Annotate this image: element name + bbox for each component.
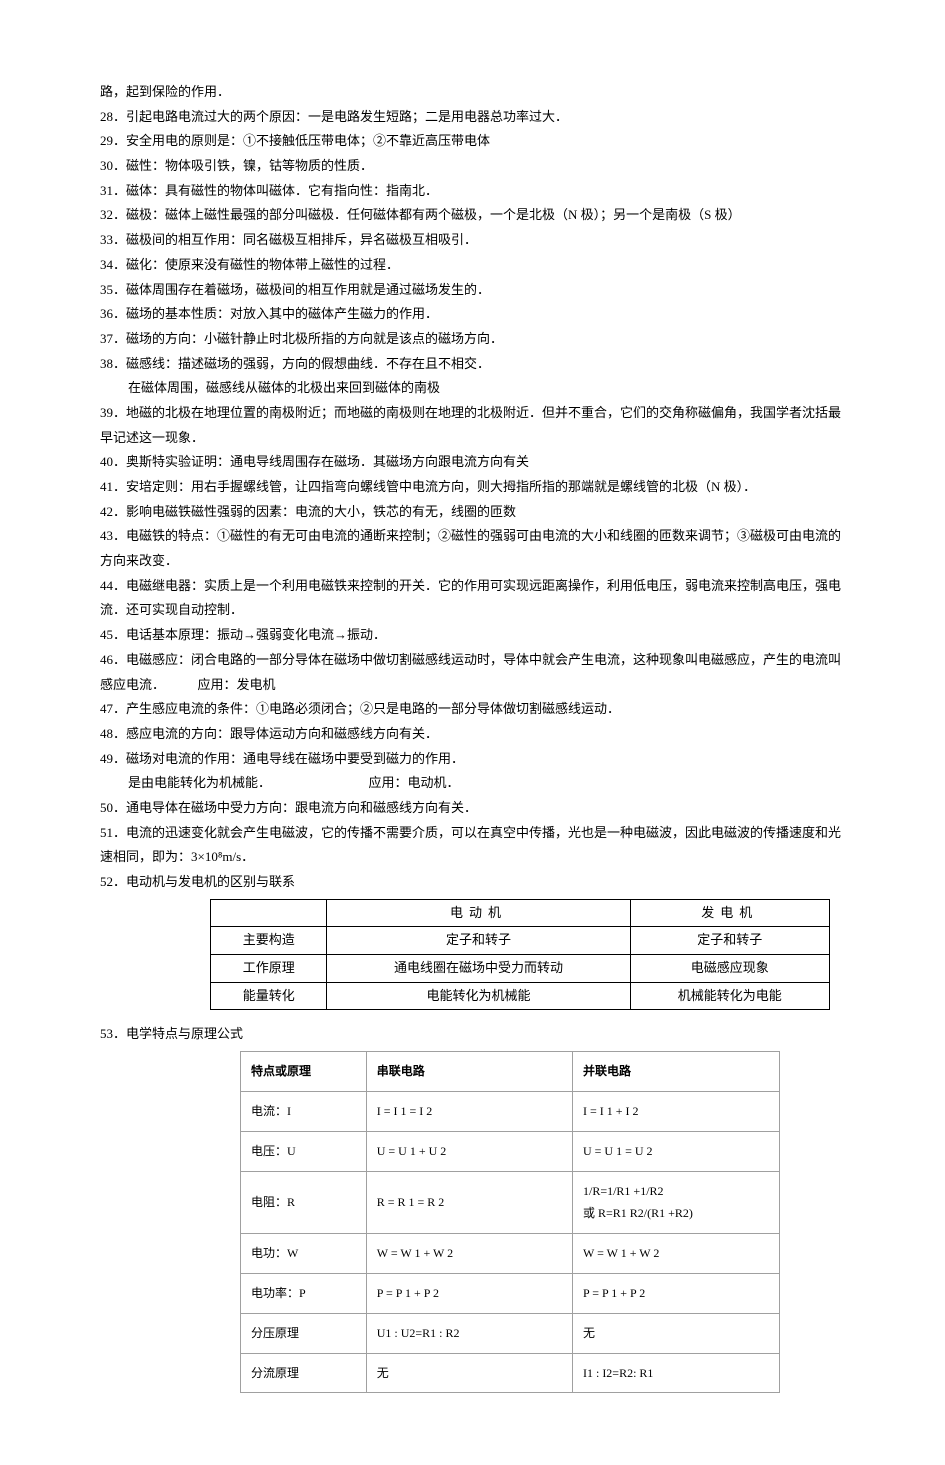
table-row: 主要构造 定子和转子 定子和转子 (211, 927, 830, 955)
line-34: 34．磁化：使原来没有磁性的物体带上磁性的过程． (100, 253, 845, 278)
cell-value: 电能转化为机械能 (327, 982, 630, 1010)
line-38b: 在磁体周围，磁感线从磁体的北极出来回到磁体的南极 (100, 376, 845, 401)
cell-label: 主要构造 (211, 927, 327, 955)
line-46: 46．电磁感应：闭合电路的一部分导体在磁场中做切割磁感线运动时，导体中就会产生电… (100, 648, 845, 697)
cell-value: P = P 1 + P 2 (366, 1273, 572, 1313)
line-53: 53．电学特点与原理公式 (100, 1022, 845, 1047)
cell-label: 能量转化 (211, 982, 327, 1010)
line-41: 41．安培定则：用右手握螺线管，让四指弯向螺线管中电流方向，则大拇指所指的那端就… (100, 475, 845, 500)
cell-label: 工作原理 (211, 955, 327, 983)
cell-value: 无 (366, 1353, 572, 1393)
cell-value: U = U 1 = U 2 (572, 1131, 779, 1171)
cell-motor-header: 电动机 (327, 899, 630, 927)
line-51: 51．电流的迅速变化就会产生电磁波，它的传播不需要介质，可以在真空中传播，光也是… (100, 821, 845, 870)
line-27b: 路，起到保险的作用． (100, 80, 845, 105)
cell-label: 电压：U (241, 1131, 367, 1171)
line-36: 36．磁场的基本性质：对放入其中的磁体产生磁力的作用． (100, 302, 845, 327)
cell-value: R = R 1 = R 2 (366, 1171, 572, 1234)
cell-label: 分流原理 (241, 1353, 367, 1393)
table-row: 电阻：R R = R 1 = R 2 1/R=1/R1 +1/R2或 R=R1 … (241, 1171, 780, 1234)
cell-value: I1 : I2=R2: R1 (572, 1353, 779, 1393)
cell-value: U = U 1 + U 2 (366, 1131, 572, 1171)
cell-value: U1 : U2=R1 : R2 (366, 1313, 572, 1353)
line-45: 45．电话基本原理：振动→强弱变化电流→振动． (100, 623, 845, 648)
table-row: 分压原理 U1 : U2=R1 : R2 无 (241, 1313, 780, 1353)
cell-value: 1/R=1/R1 +1/R2或 R=R1 R2/(R1 +R2) (572, 1171, 779, 1234)
line-47: 47．产生感应电流的条件：①电路必须闭合；②只是电路的一部分导体做切割磁感线运动… (100, 697, 845, 722)
cell-value: 电磁感应现象 (630, 955, 829, 983)
cell-header: 特点或原理 (241, 1052, 367, 1092)
line-35: 35．磁体周围存在着磁场，磁极间的相互作用就是通过磁场发生的． (100, 278, 845, 303)
cell-value: 机械能转化为电能 (630, 982, 829, 1010)
table-row: 电动机 发电机 (211, 899, 830, 927)
table-row: 电功率：P P = P 1 + P 2 P = P 1 + P 2 (241, 1273, 780, 1313)
line-52: 52．电动机与发电机的区别与联系 (100, 870, 845, 895)
line-40: 40．奥斯特实验证明：通电导线周围存在磁场．其磁场方向跟电流方向有关 (100, 450, 845, 475)
motor-generator-table: 电动机 发电机 主要构造 定子和转子 定子和转子 工作原理 通电线圈在磁场中受力… (210, 899, 830, 1011)
cell-value: W = W 1 + W 2 (572, 1234, 779, 1274)
line-33: 33．磁极间的相互作用：同名磁极互相排斥，异名磁极互相吸引． (100, 228, 845, 253)
line-43: 43．电磁铁的特点：①磁性的有无可由电流的通断来控制；②磁性的强弱可由电流的大小… (100, 524, 845, 573)
cell-label: 电功率：P (241, 1273, 367, 1313)
cell-label: 电功：W (241, 1234, 367, 1274)
line-32: 32．磁极：磁体上磁性最强的部分叫磁极．任何磁体都有两个磁极，一个是北极（N 极… (100, 203, 845, 228)
line-28: 28．引起电路电流过大的两个原因：一是电路发生短路；二是用电器总功率过大． (100, 105, 845, 130)
line-50: 50．通电导体在磁场中受力方向：跟电流方向和磁感线方向有关． (100, 796, 845, 821)
cell-blank (211, 899, 327, 927)
table-row: 电流：I I = I 1 = I 2 I = I 1 + I 2 (241, 1091, 780, 1131)
cell-label: 分压原理 (241, 1313, 367, 1353)
line-44: 44．电磁继电器：实质上是一个利用电磁铁来控制的开关．它的作用可实现远距离操作，… (100, 574, 845, 623)
cell-value: 无 (572, 1313, 779, 1353)
cell-value: 定子和转子 (327, 927, 630, 955)
line-38: 38．磁感线：描述磁场的强弱，方向的假想曲线．不存在且不相交． (100, 352, 845, 377)
table-row: 电功：W W = W 1 + W 2 W = W 1 + W 2 (241, 1234, 780, 1274)
line-39: 39．地磁的北极在地理位置的南极附近；而地磁的南极则在地理的北极附近．但并不重合… (100, 401, 845, 450)
line-37: 37．磁场的方向：小磁针静止时北极所指的方向就是该点的磁场方向． (100, 327, 845, 352)
table-row: 特点或原理 串联电路 并联电路 (241, 1052, 780, 1092)
cell-generator-header: 发电机 (630, 899, 829, 927)
line-29: 29．安全用电的原则是：①不接触低压带电体；②不靠近高压带电体 (100, 129, 845, 154)
cell-value: 定子和转子 (630, 927, 829, 955)
line-49: 49．磁场对电流的作用：通电导线在磁场中要受到磁力的作用． (100, 747, 845, 772)
cell-header: 串联电路 (366, 1052, 572, 1092)
cell-value: 通电线圈在磁场中受力而转动 (327, 955, 630, 983)
cell-value: W = W 1 + W 2 (366, 1234, 572, 1274)
cell-value: P = P 1 + P 2 (572, 1273, 779, 1313)
line-49b: 是由电能转化为机械能． 应用：电动机． (100, 771, 845, 796)
cell-value: I = I 1 + I 2 (572, 1091, 779, 1131)
cell-label: 电阻：R (241, 1171, 367, 1234)
table-row: 电压：U U = U 1 + U 2 U = U 1 = U 2 (241, 1131, 780, 1171)
table-row: 能量转化 电能转化为机械能 机械能转化为电能 (211, 982, 830, 1010)
cell-label: 电流：I (241, 1091, 367, 1131)
line-31: 31．磁体：具有磁性的物体叫磁体．它有指向性：指南北． (100, 179, 845, 204)
formula-table: 特点或原理 串联电路 并联电路 电流：I I = I 1 = I 2 I = I… (240, 1051, 780, 1393)
line-42: 42．影响电磁铁磁性强弱的因素：电流的大小，铁芯的有无，线圈的匝数 (100, 500, 845, 525)
line-48: 48．感应电流的方向：跟导体运动方向和磁感线方向有关． (100, 722, 845, 747)
cell-header: 并联电路 (572, 1052, 779, 1092)
table-row: 工作原理 通电线圈在磁场中受力而转动 电磁感应现象 (211, 955, 830, 983)
table-row: 分流原理 无 I1 : I2=R2: R1 (241, 1353, 780, 1393)
cell-value: I = I 1 = I 2 (366, 1091, 572, 1131)
line-30: 30．磁性：物体吸引铁，镍，钴等物质的性质． (100, 154, 845, 179)
